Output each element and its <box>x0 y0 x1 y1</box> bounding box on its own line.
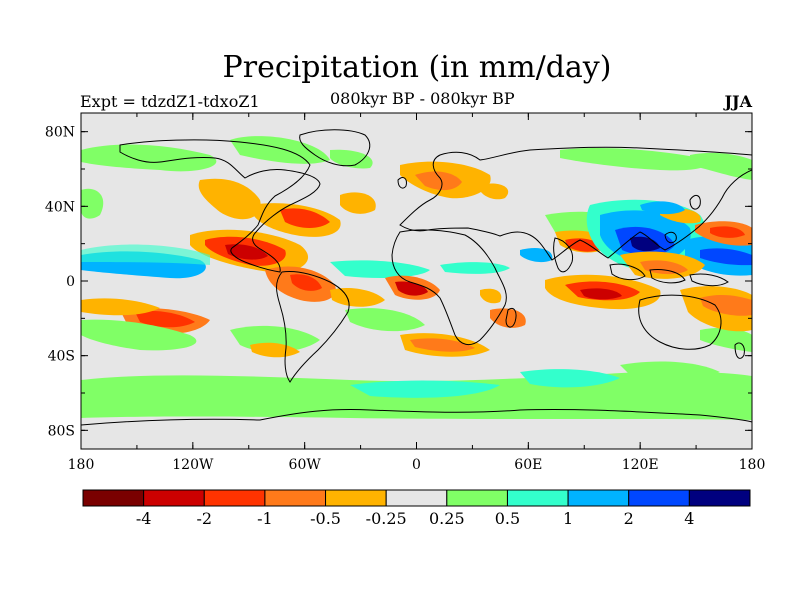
colorbar-swatch <box>446 489 508 507</box>
lon-tick-label: 180 <box>68 457 95 473</box>
lat-tick-label: 80S <box>48 423 75 439</box>
precip-contour <box>135 310 195 328</box>
colorbar-swatch <box>688 489 751 507</box>
period-label: 080kyr BP - 080kyr BP <box>330 89 515 108</box>
precip-contour <box>640 201 685 215</box>
colorbar-label: -4 <box>136 509 152 528</box>
colorbar-swatch <box>143 489 205 507</box>
colorbar-swatch <box>264 489 327 507</box>
colorbar-label: -0.25 <box>366 509 407 528</box>
colorbar-swatch <box>385 489 448 507</box>
precip-contour <box>480 183 509 200</box>
lat-tick-label: 80N <box>45 125 75 141</box>
precip-contour <box>290 274 322 291</box>
precip-contour <box>330 149 373 169</box>
colorbar: -4 -2 -1 -0.5 -0.25 0.25 0.5 1 2 4 <box>82 489 751 528</box>
precip-contour <box>340 192 376 214</box>
precip-contour <box>198 178 261 220</box>
precip-contour <box>280 208 330 228</box>
precip-contour <box>520 369 620 388</box>
lat-tick-label: 40N <box>45 199 75 215</box>
colorbar-swatch <box>325 489 387 507</box>
lat-axis: 80N 40N 0 40S 80S <box>45 125 752 439</box>
precip-contour <box>225 244 268 260</box>
precip-contour <box>350 380 500 398</box>
colorbar-label: 4 <box>684 509 694 528</box>
lon-tick-label: 120W <box>172 457 214 473</box>
precip-contour <box>580 288 622 300</box>
precip-contour <box>640 260 688 275</box>
precip-contour <box>690 152 752 180</box>
precip-contour <box>81 144 217 172</box>
precip-contour <box>560 147 708 171</box>
precip-contour <box>440 262 510 274</box>
experiment-label: Expt = tdzdZ1-tdxoZ1 <box>80 92 260 111</box>
chart-title: Precipitation (in mm/day) <box>222 50 612 85</box>
precip-contour <box>250 342 300 358</box>
lon-tick-label: 60W <box>289 457 322 473</box>
colorbar-swatch <box>628 489 690 507</box>
lon-tick-label: 60E <box>514 457 542 473</box>
colorbar-label: 2 <box>624 509 634 528</box>
lon-tick-label: 180 <box>739 457 766 473</box>
map-area <box>81 113 752 449</box>
precip-contour <box>700 327 752 352</box>
colorbar-label: 0.25 <box>429 509 465 528</box>
precip-contour <box>330 260 430 278</box>
precip-contour <box>81 319 197 351</box>
coastlines <box>81 129 752 426</box>
lon-axis: 180 120W 60W 0 60E 120E 180 <box>68 113 766 473</box>
colorbar-label: -1 <box>257 509 273 528</box>
colorbar-label: -2 <box>196 509 212 528</box>
lat-tick-label: 40S <box>48 349 75 365</box>
colorbar-label: 0.5 <box>495 509 520 528</box>
lat-tick-label: 0 <box>66 274 75 290</box>
precip-contour <box>81 298 160 316</box>
colorbar-swatch <box>82 489 145 507</box>
precip-contour <box>700 248 752 266</box>
precip-contour <box>490 308 526 328</box>
lon-tick-label: 0 <box>412 457 421 473</box>
precip-contour <box>345 308 425 332</box>
precip-contour <box>410 338 475 352</box>
lon-tick-label: 120E <box>622 457 659 473</box>
colorbar-swatch <box>506 489 569 507</box>
precip-contour <box>710 226 745 238</box>
colorbar-swatch <box>203 489 266 507</box>
precip-contour <box>520 248 553 263</box>
precip-contour <box>81 244 210 265</box>
precip-contour <box>415 171 462 191</box>
colorbar-label: -0.5 <box>310 509 341 528</box>
precip-contour <box>620 361 720 380</box>
precip-contour <box>480 288 502 304</box>
precip-contour <box>81 397 250 412</box>
precip-contour <box>81 188 104 219</box>
colorbar-label: 1 <box>563 509 573 528</box>
precip-contour <box>700 294 752 316</box>
season-label: JJA <box>724 92 752 111</box>
precip-contour <box>230 136 330 164</box>
colorbar-swatch <box>567 489 630 507</box>
